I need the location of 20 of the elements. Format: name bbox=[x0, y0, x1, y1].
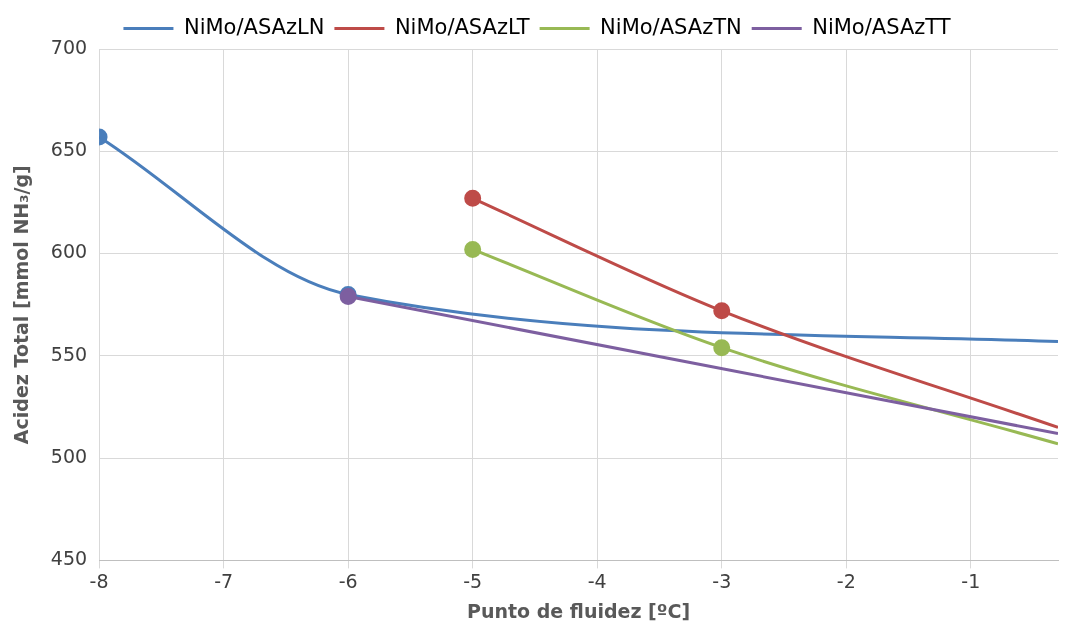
x-tick-label: -7 bbox=[214, 569, 234, 592]
y-tick-label: 700 bbox=[50, 35, 88, 58]
x-tick-label: -4 bbox=[587, 569, 607, 592]
y-axis-title: Acidez Total [mmol NH₃/g] bbox=[10, 165, 33, 445]
x-tick-label: -8 bbox=[89, 569, 109, 592]
x-tick-label: -5 bbox=[463, 569, 483, 592]
legend-label: NiMo/ASAzLN bbox=[183, 14, 325, 39]
x-tick-label: -1 bbox=[961, 569, 981, 592]
y-tick-label: 550 bbox=[50, 342, 88, 365]
x-tick-label: -2 bbox=[836, 569, 856, 592]
legend-label: NiMo/ASAzLT bbox=[394, 14, 530, 39]
y-tick-label: 450 bbox=[50, 547, 88, 570]
x-axis-title: Punto de fluidez [ºC] bbox=[466, 599, 691, 622]
x-tick-label: -3 bbox=[712, 569, 732, 592]
y-tick-label: 650 bbox=[50, 138, 88, 161]
y-tick-label: 500 bbox=[50, 445, 88, 468]
y-tick-label: 600 bbox=[50, 240, 88, 263]
legend-label: NiMo/ASAzTN bbox=[600, 14, 742, 39]
legend-label: NiMo/ASAzTT bbox=[812, 14, 951, 39]
x-tick-label: -6 bbox=[338, 569, 358, 592]
